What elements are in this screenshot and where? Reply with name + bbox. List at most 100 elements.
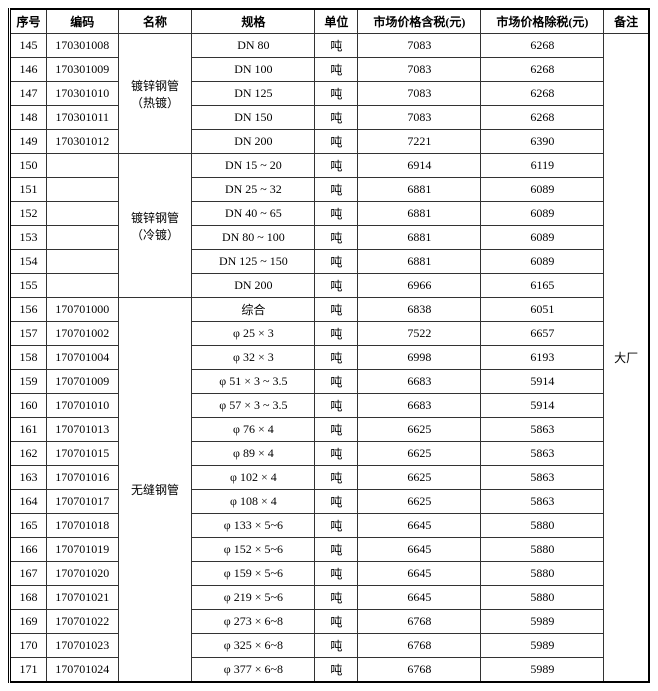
cell-seq: 146	[10, 58, 47, 82]
cell-price-tax: 7221	[358, 130, 481, 154]
cell-code: 170701021	[46, 586, 118, 610]
cell-code: 170701015	[46, 442, 118, 466]
cell-price-notax: 6268	[481, 82, 604, 106]
table-row: 163170701016φ 102 × 4吨66255863	[10, 466, 650, 490]
cell-price-tax: 7522	[358, 322, 481, 346]
cell-code: 170701023	[46, 634, 118, 658]
cell-price-tax: 7083	[358, 106, 481, 130]
cell-code: 170301012	[46, 130, 118, 154]
cell-seq: 158	[10, 346, 47, 370]
cell-code: 170701022	[46, 610, 118, 634]
cell-price-tax: 6914	[358, 154, 481, 178]
cell-price-notax: 5880	[481, 562, 604, 586]
table-row: 157170701002φ 25 × 3吨75226657	[10, 322, 650, 346]
cell-code: 170701019	[46, 538, 118, 562]
cell-price-tax: 6625	[358, 442, 481, 466]
cell-unit: 吨	[315, 586, 358, 610]
cell-seq: 169	[10, 610, 47, 634]
table-row: 166170701019φ 152 × 5~6吨66455880	[10, 538, 650, 562]
cell-code: 170701000	[46, 298, 118, 322]
cell-price-tax: 7083	[358, 82, 481, 106]
cell-unit: 吨	[315, 322, 358, 346]
cell-code: 170701010	[46, 394, 118, 418]
cell-price-notax: 6390	[481, 130, 604, 154]
cell-price-notax: 5880	[481, 514, 604, 538]
cell-price-tax: 6645	[358, 562, 481, 586]
table-row: 155DN 200吨69666165	[10, 274, 650, 298]
cell-price-notax: 5989	[481, 634, 604, 658]
cell-spec: φ 89 × 4	[192, 442, 315, 466]
cell-spec: φ 108 × 4	[192, 490, 315, 514]
cell-unit: 吨	[315, 226, 358, 250]
cell-code: 170701020	[46, 562, 118, 586]
cell-seq: 157	[10, 322, 47, 346]
cell-unit: 吨	[315, 490, 358, 514]
cell-code: 170701009	[46, 370, 118, 394]
cell-price-notax: 5914	[481, 394, 604, 418]
cell-spec: DN 200	[192, 274, 315, 298]
cell-unit: 吨	[315, 538, 358, 562]
cell-code: 170701013	[46, 418, 118, 442]
cell-price-tax: 6881	[358, 202, 481, 226]
col-header-price-notax: 市场价格除税(元)	[481, 9, 604, 34]
cell-code	[46, 250, 118, 274]
cell-price-notax: 5863	[481, 442, 604, 466]
cell-price-tax: 6683	[358, 394, 481, 418]
cell-spec: DN 80 ~ 100	[192, 226, 315, 250]
cell-price-notax: 6089	[481, 250, 604, 274]
cell-price-tax: 6768	[358, 634, 481, 658]
table-row: 165170701018φ 133 × 5~6吨66455880	[10, 514, 650, 538]
cell-spec: φ 76 × 4	[192, 418, 315, 442]
cell-seq: 161	[10, 418, 47, 442]
cell-seq: 145	[10, 34, 47, 58]
cell-price-notax: 6268	[481, 34, 604, 58]
cell-unit: 吨	[315, 562, 358, 586]
col-header-name: 名称	[118, 9, 192, 34]
cell-price-notax: 5863	[481, 466, 604, 490]
table-row: 168170701021φ 219 × 5~6吨66455880	[10, 586, 650, 610]
table-row: 147170301010DN 125吨70836268	[10, 82, 650, 106]
table-row: 153DN 80 ~ 100吨68816089	[10, 226, 650, 250]
cell-spec: DN 40 ~ 65	[192, 202, 315, 226]
cell-price-notax: 6089	[481, 226, 604, 250]
cell-price-notax: 6119	[481, 154, 604, 178]
cell-code	[46, 202, 118, 226]
cell-price-tax: 6966	[358, 274, 481, 298]
cell-name: 无缝钢管	[118, 298, 192, 683]
cell-price-tax: 6645	[358, 514, 481, 538]
cell-spec: φ 219 × 5~6	[192, 586, 315, 610]
table-row: 148170301011DN 150吨70836268	[10, 106, 650, 130]
price-table: 序号 编码 名称 规格 单位 市场价格含税(元) 市场价格除税(元) 备注 14…	[8, 8, 650, 683]
table-row: 167170701020φ 159 × 5~6吨66455880	[10, 562, 650, 586]
cell-unit: 吨	[315, 82, 358, 106]
cell-code: 170301009	[46, 58, 118, 82]
cell-seq: 166	[10, 538, 47, 562]
cell-spec: φ 57 × 3 ~ 3.5	[192, 394, 315, 418]
cell-code: 170701002	[46, 322, 118, 346]
table-row: 154DN 125 ~ 150吨68816089	[10, 250, 650, 274]
col-header-price-tax: 市场价格含税(元)	[358, 9, 481, 34]
cell-code: 170301010	[46, 82, 118, 106]
cell-code	[46, 226, 118, 250]
cell-spec: φ 102 × 4	[192, 466, 315, 490]
cell-price-tax: 6683	[358, 370, 481, 394]
cell-seq: 170	[10, 634, 47, 658]
cell-price-notax: 6193	[481, 346, 604, 370]
cell-seq: 162	[10, 442, 47, 466]
cell-price-tax: 6838	[358, 298, 481, 322]
cell-note: 大厂	[604, 34, 649, 683]
table-row: 160170701010φ 57 × 3 ~ 3.5吨66835914	[10, 394, 650, 418]
cell-price-notax: 5880	[481, 538, 604, 562]
cell-spec: φ 25 × 3	[192, 322, 315, 346]
cell-unit: 吨	[315, 298, 358, 322]
cell-code: 170701024	[46, 658, 118, 683]
cell-seq: 155	[10, 274, 47, 298]
cell-seq: 151	[10, 178, 47, 202]
table-header-row: 序号 编码 名称 规格 单位 市场价格含税(元) 市场价格除税(元) 备注	[10, 9, 650, 34]
col-header-code: 编码	[46, 9, 118, 34]
cell-price-tax: 6625	[358, 490, 481, 514]
cell-unit: 吨	[315, 154, 358, 178]
cell-price-tax: 6768	[358, 658, 481, 683]
cell-price-notax: 5914	[481, 370, 604, 394]
cell-unit: 吨	[315, 346, 358, 370]
